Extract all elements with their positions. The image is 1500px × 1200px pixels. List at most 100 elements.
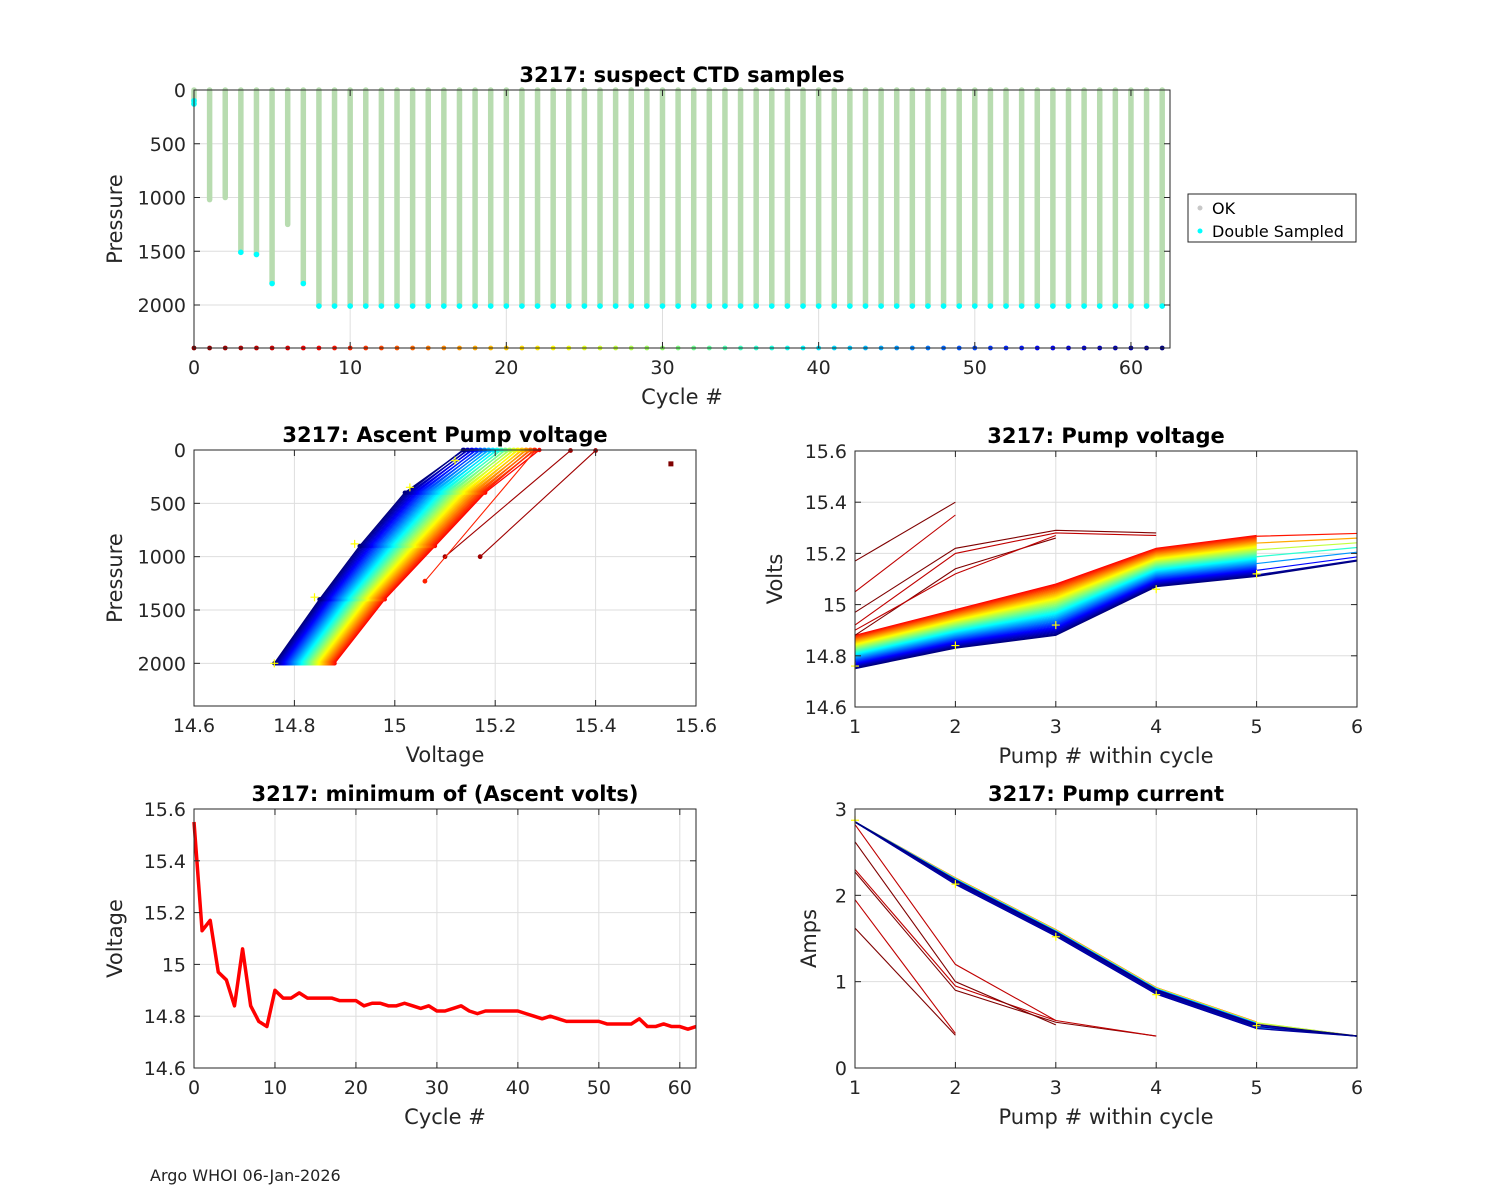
- x-tick-label: 15.2: [474, 715, 516, 737]
- ascent-pump-voltage-chart: 14.6 14.8 15 15.2 15.4 15.6 0 500 1000 1500 2000 32…: [103, 423, 717, 767]
- cycle-voltage-line: [854, 542, 1358, 648]
- y-axis-label: Volts: [763, 554, 787, 605]
- cycle-voltage-line: [854, 550, 1257, 649]
- x-tick-label: 3: [1050, 1077, 1062, 1099]
- y-tick-label: 0: [835, 1058, 847, 1080]
- y-tick-label: 2000: [138, 653, 186, 675]
- x-tick-label: 2: [949, 716, 961, 738]
- double-sampled-point: [472, 303, 478, 309]
- plot-area: [270, 447, 674, 668]
- chart-title: 3217: minimum of (Ascent volts): [251, 782, 638, 806]
- double-sampled-point: [316, 303, 322, 309]
- cycle-voltage-line: [854, 572, 1257, 667]
- plot-area: [851, 816, 1358, 1037]
- double-sampled-point: [456, 303, 463, 309]
- cycle-voltage-line: [854, 536, 1257, 638]
- cycle-current-line: [854, 821, 1358, 1037]
- cycle-voltage-line: [854, 551, 1358, 659]
- pump-point: [357, 543, 362, 549]
- double-sampled-point: [1034, 303, 1041, 309]
- early-cycle-line: [854, 532, 1157, 626]
- cycle-voltage-line: [854, 553, 1257, 652]
- axes-frame: 0 10 20 30 40 50 60 0 500 1000 1500 2000: [138, 80, 1171, 379]
- axes-box: [193, 89, 1171, 349]
- cycle-voltage-line: [854, 555, 1257, 653]
- x-tick-label: 50: [587, 1077, 611, 1099]
- double-sampled-point: [503, 303, 510, 309]
- x-tick-label: 10: [263, 1077, 287, 1099]
- pump-point: [477, 554, 483, 560]
- y-tick-label: 500: [150, 493, 186, 515]
- double-sampled-point: [565, 303, 572, 309]
- last-cycle-marker: [1152, 585, 1161, 594]
- double-sampled-point: [253, 251, 260, 258]
- chart-title: 3217: suspect CTD samples: [519, 63, 844, 87]
- double-sampled-point: [878, 303, 884, 309]
- minimum-ascent-volts-chart: 0 10 20 30 40 50 60 14.6 14.8 15 15.2 15.4 15.6 3217:…: [103, 782, 697, 1129]
- cycle-voltage-line: [854, 572, 1257, 667]
- last-cycle-marker: [270, 659, 279, 668]
- early-cycle-line: [854, 927, 956, 1036]
- double-sampled-point: [581, 303, 588, 309]
- double-sampled-point: [1003, 303, 1009, 309]
- y-tick-label: 0: [174, 80, 186, 102]
- last-cycle-marker: [1051, 621, 1060, 630]
- double-sampled-point: [331, 303, 338, 309]
- min-voltage-line: [192, 821, 697, 1031]
- x-tick-label: 6: [1351, 1077, 1363, 1099]
- double-sampled-point: [534, 303, 541, 309]
- x-tick-label: 40: [807, 357, 831, 379]
- double-sampled-point: [612, 303, 619, 309]
- early-cycle-line: [854, 529, 1157, 613]
- double-sampled-point: [1018, 303, 1025, 309]
- cycle-voltage-line: [854, 538, 1257, 639]
- legend: OK Double Sampled: [1187, 193, 1357, 243]
- double-sampled-point: [753, 303, 759, 309]
- cycle-voltage-line: [854, 557, 1257, 655]
- x-axis-label: Pump # within cycle: [999, 1105, 1214, 1129]
- double-sampled-point: [1159, 303, 1165, 309]
- axes-frame: 14.6 14.8 15 15.2 15.4 15.6 0 500 1000 1500 2000: [138, 440, 718, 737]
- early-cycle-line: [854, 869, 1157, 1037]
- y-tick-label: 1000: [138, 188, 186, 210]
- x-tick-label: 1: [849, 1077, 861, 1099]
- pump-point: [317, 597, 322, 602]
- cycle-voltage-line: [854, 573, 1257, 668]
- axes-frame: 0 10 20 30 40 50 60 14.6 14.8 15 15.2 15.4 15.6: [144, 799, 697, 1099]
- y-axis-label: Voltage: [103, 899, 127, 978]
- cycle-voltage-line: [854, 556, 1358, 665]
- x-tick-label: 15.6: [675, 715, 717, 737]
- y-tick-label: 15.2: [144, 903, 186, 925]
- cycle-voltage-line: [854, 547, 1257, 647]
- cycle-voltage-line: [854, 540, 1257, 641]
- x-tick-label: 10: [338, 357, 362, 379]
- grid: [193, 808, 696, 1069]
- last-cycle-marker: [1252, 569, 1261, 578]
- y-tick-label: 14.8: [805, 646, 847, 668]
- x-axis-label: Cycle #: [641, 385, 723, 409]
- cycle-voltage-line: [854, 537, 1358, 643]
- last-cycle-marker: [951, 880, 960, 889]
- double-sampled-point: [644, 303, 650, 309]
- double-sampled-point: [519, 303, 525, 309]
- x-tick-label: 2: [949, 1077, 961, 1099]
- double-sampled-point: [425, 303, 432, 309]
- cycle-voltage-line: [854, 546, 1257, 646]
- double-sampled-point: [722, 303, 728, 309]
- cycle-voltage-line: [854, 560, 1257, 657]
- y-tick-label: 14.6: [144, 1058, 186, 1080]
- y-tick-label: 0: [174, 440, 186, 462]
- x-tick-label: 30: [650, 357, 674, 379]
- double-sampled-point: [972, 303, 978, 309]
- early-cycle-line: [854, 899, 956, 1034]
- double-sampled-point: [1112, 303, 1119, 309]
- cycle-voltage-line: [854, 554, 1257, 652]
- last-cycle-marker: [951, 641, 960, 650]
- early-cycle-line: [479, 450, 596, 558]
- x-tick-label: 15.4: [574, 715, 616, 737]
- first-cycle-point: [668, 461, 674, 467]
- double-sampled-point: [487, 303, 494, 309]
- suspect-ctd-chart: 0 10 20 30 40 50 60 0 500 1000 1500 2000 3217: suspe…: [103, 63, 1171, 409]
- cycle-voltage-line: [854, 571, 1257, 666]
